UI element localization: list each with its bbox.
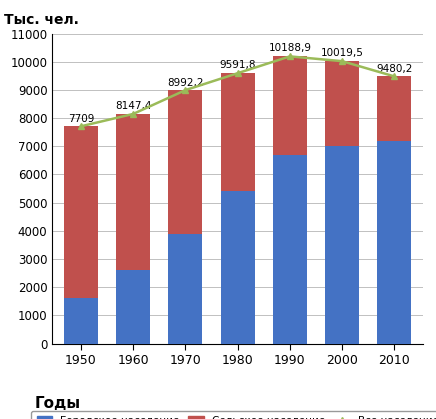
- Bar: [168, 90, 202, 234]
- Text: 9591,8: 9591,8: [219, 60, 256, 70]
- Bar: [325, 61, 359, 146]
- Bar: [116, 270, 150, 344]
- Bar: [273, 155, 307, 344]
- Text: 7709: 7709: [68, 114, 94, 124]
- Bar: [377, 76, 411, 141]
- Text: 8992,2: 8992,2: [167, 78, 204, 88]
- Text: Тыс. чел.: Тыс. чел.: [4, 13, 79, 27]
- Bar: [116, 114, 150, 270]
- Bar: [64, 126, 98, 298]
- Bar: [273, 57, 307, 155]
- Bar: [64, 298, 98, 344]
- Bar: [168, 234, 202, 344]
- Legend: Городское население, Сельское население, Все население: Городское население, Сельское население,…: [31, 411, 436, 419]
- Bar: [325, 146, 359, 344]
- Text: 10188,9: 10188,9: [268, 43, 311, 53]
- Text: 9480,2: 9480,2: [376, 64, 412, 74]
- Bar: [221, 191, 255, 344]
- Text: 10019,5: 10019,5: [320, 48, 364, 58]
- Text: 8147,4: 8147,4: [115, 101, 151, 111]
- Bar: [377, 141, 411, 344]
- Bar: [221, 73, 255, 191]
- Text: Годы: Годы: [35, 396, 81, 411]
